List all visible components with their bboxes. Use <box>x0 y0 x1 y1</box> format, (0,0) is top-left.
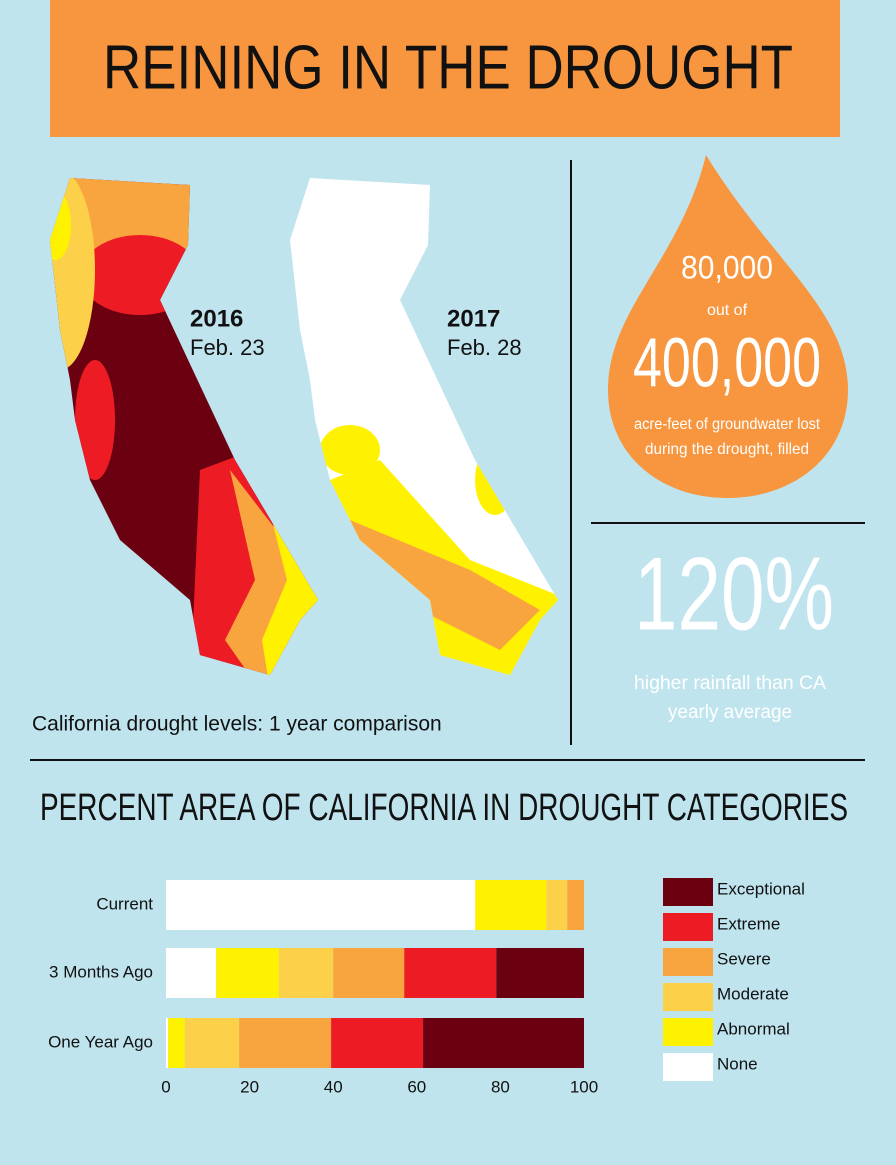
rainfall-description: higher rainfall than CA <box>634 673 826 694</box>
stat-filled: 80,000 <box>681 249 773 285</box>
rainfall-description: yearly average <box>668 702 792 723</box>
x-tick-label: 0 <box>161 1077 170 1096</box>
bar-segment <box>166 880 476 930</box>
legend-swatch <box>663 948 713 976</box>
bar-segment <box>168 1018 185 1068</box>
stat-description: during the drought, filled <box>645 441 809 458</box>
y-tick-label: Current <box>96 894 153 913</box>
legend-label: Moderate <box>717 984 789 1003</box>
x-tick-label: 60 <box>407 1077 426 1096</box>
legend-label: Abnormal <box>717 1019 790 1038</box>
legend-swatch <box>663 913 713 941</box>
header-band <box>50 0 840 137</box>
legend-swatch <box>663 1053 713 1081</box>
bar-segment <box>166 1018 169 1068</box>
bar-segment <box>567 880 584 930</box>
map-caption: California drought levels: 1 year compar… <box>32 713 442 736</box>
stat-connector: out of <box>707 302 748 319</box>
legend-label: Extreme <box>717 914 780 933</box>
x-tick-label: 80 <box>491 1077 510 1096</box>
map-year: 2016 <box>190 305 243 332</box>
bar-segment <box>278 948 334 998</box>
rainfall-value: 120% <box>634 536 834 652</box>
chart-title: PERCENT AREA OF CALIFORNIA IN DROUGHT CA… <box>40 787 848 829</box>
legend-swatch <box>663 1018 713 1046</box>
y-tick-label: One Year Ago <box>48 1032 153 1051</box>
bar-segment <box>333 948 405 998</box>
map-date: Feb. 23 <box>190 335 265 360</box>
x-tick-label: 20 <box>240 1077 259 1096</box>
legend-label: None <box>717 1054 758 1073</box>
bar-segment <box>423 1018 584 1068</box>
water-drop <box>608 155 848 498</box>
x-tick-label: 100 <box>570 1077 598 1096</box>
bar-segment <box>184 1018 240 1068</box>
map-date: Feb. 28 <box>447 335 522 360</box>
bar-segment <box>166 948 217 998</box>
bar-segment <box>331 1018 424 1068</box>
map-year: 2017 <box>447 305 500 332</box>
legend-swatch <box>663 878 713 906</box>
bar-segment <box>546 880 568 930</box>
bar-segment <box>404 948 497 998</box>
x-tick-label: 40 <box>324 1077 343 1096</box>
bar-segment <box>239 1018 332 1068</box>
legend-swatch <box>663 983 713 1011</box>
legend-label: Exceptional <box>717 879 805 898</box>
stat-description: acre-feet of groundwater lost <box>634 416 820 433</box>
y-tick-label: 3 Months Ago <box>49 962 153 981</box>
legend-label: Severe <box>717 949 771 968</box>
bar-segment <box>475 880 547 930</box>
bar-segment <box>496 948 584 998</box>
stat-total: 400,000 <box>633 323 821 401</box>
header-title: REINING IN THE DROUGHT <box>103 33 793 102</box>
bar-segment <box>216 948 279 998</box>
